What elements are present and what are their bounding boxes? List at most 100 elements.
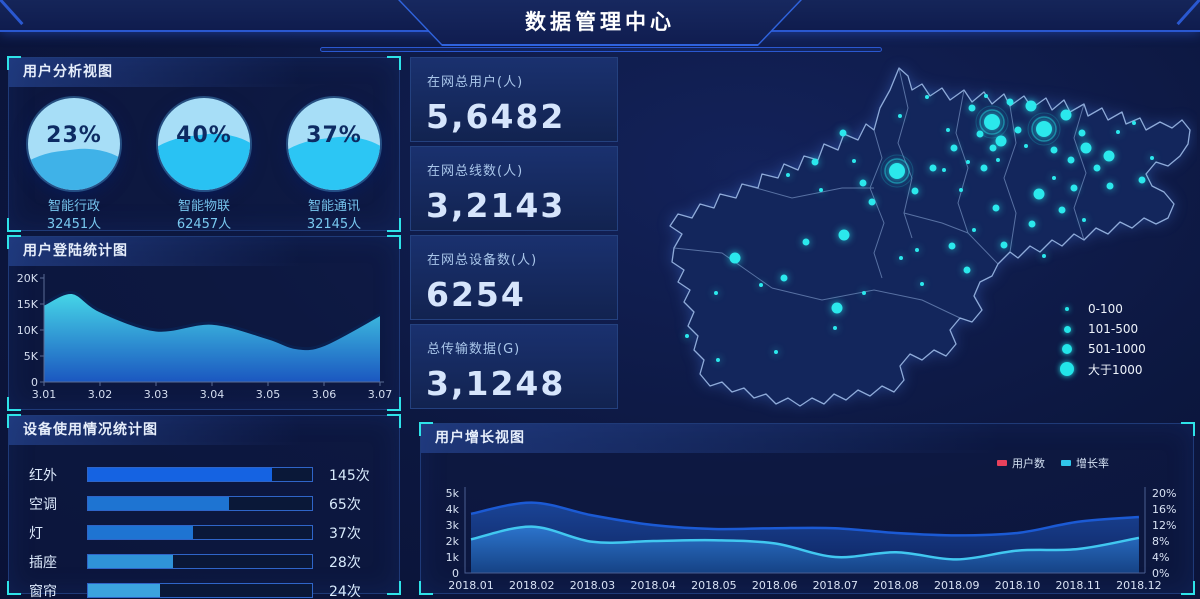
- left-tick-label: 2k: [446, 535, 460, 548]
- map-dot: [868, 198, 876, 206]
- bar-track: [87, 496, 313, 511]
- bar-fill: [88, 468, 272, 481]
- bar-label: 插座: [29, 554, 57, 571]
- bar-row: 空调 65次: [29, 489, 379, 518]
- map-dot: [968, 104, 976, 112]
- stat-card-value: 6254: [426, 275, 526, 314]
- right-tick-label: 12%: [1152, 519, 1176, 532]
- left-tick-label: 1k: [446, 551, 460, 564]
- map-dot: [948, 242, 956, 250]
- bar-track: [87, 467, 313, 482]
- map-dots: [685, 94, 1154, 362]
- y-tick-label: 15K: [17, 298, 39, 311]
- gauge-name: 智能行政: [47, 199, 100, 214]
- bar-fill: [88, 584, 160, 597]
- panel-user-growth: 用户增长视图 用户数 增长率 0 1k 2k 3k 4k 5k 0% 4% 8% 12% 16% 20%…: [419, 422, 1195, 595]
- gauge-count: 32145人: [306, 216, 362, 232]
- corner-accent: [7, 218, 21, 232]
- map-dot: [1024, 144, 1028, 148]
- x-tick-label: 2018.06: [752, 579, 798, 592]
- bar-fill: [88, 526, 194, 539]
- right-tick-label: 4%: [1152, 551, 1169, 564]
- liquid-gauge: 23% 智能行政 32451人: [14, 98, 134, 233]
- map-dot: [929, 164, 937, 172]
- bar-value: 65次: [329, 496, 361, 513]
- bar-row: 插座 28次: [29, 547, 379, 576]
- x-tick-label: 2018.02: [509, 579, 554, 592]
- map-dot: [1058, 206, 1066, 214]
- map-dot: [915, 248, 919, 252]
- map-dot: [780, 274, 788, 282]
- corner-accent: [387, 235, 401, 249]
- map-dot: [802, 238, 810, 246]
- map-legend-dot: [1063, 325, 1071, 333]
- stat-card: 在网总用户(人) 5,6482: [410, 57, 618, 142]
- map-dot-ring: [975, 105, 1009, 139]
- map-dot: [984, 94, 988, 98]
- stat-card-label: 在网总用户(人): [427, 75, 524, 90]
- bar-row: 灯 37次: [29, 518, 379, 547]
- corner-accent: [419, 422, 433, 436]
- map-dot: [972, 228, 976, 232]
- map-dot: [759, 283, 763, 287]
- map-dot-ring: [979, 109, 1005, 135]
- bar-label: 灯: [29, 525, 43, 542]
- map-dot: [1106, 182, 1114, 190]
- map-dot: [1042, 254, 1046, 258]
- x-tick-label: 3.06: [312, 388, 337, 401]
- gauge-percent: 23%: [46, 123, 102, 148]
- map-dot: [950, 144, 958, 152]
- x-tick-label: 2018.08: [873, 579, 919, 592]
- x-tick-label: 3.02: [88, 388, 113, 401]
- panel-title-login-stats: 用户登陆统计图: [9, 237, 399, 266]
- left-tick-label: 3k: [446, 519, 460, 532]
- header-divider: [320, 47, 882, 52]
- x-tick-label: 3.03: [144, 388, 169, 401]
- map-dot: [1014, 126, 1022, 134]
- gauge-count: 62457人: [176, 216, 232, 232]
- corner-accent: [387, 581, 401, 595]
- bar-value: 28次: [329, 554, 361, 571]
- map-inner-borders: [673, 67, 1087, 319]
- x-tick-label: 2018.03: [570, 579, 616, 592]
- liquid-gauge: 40% 智能物联 62457人: [144, 98, 264, 233]
- map-dot: [1036, 121, 1052, 137]
- map-dot: [1006, 98, 1014, 106]
- map-dot: [862, 291, 866, 295]
- map-dot: [716, 358, 720, 362]
- legend-label: 增长率: [1076, 457, 1109, 470]
- map-dot: [984, 114, 1000, 130]
- map-dot: [685, 334, 689, 338]
- gauge-label: 智能物联 62457人: [144, 198, 264, 233]
- map-dot: [995, 135, 1007, 147]
- map-dot: [1052, 176, 1056, 180]
- map-dot: [911, 187, 919, 195]
- bar-fill: [88, 555, 174, 568]
- map-legend-dot-box: [1058, 362, 1076, 376]
- map-dot: [1078, 129, 1086, 137]
- corner-accent: [387, 414, 401, 428]
- map-dot: [1067, 156, 1075, 164]
- stat-card: 总传输数据(G) 3,1248: [410, 324, 618, 409]
- gauge-circle: 37%: [288, 98, 380, 190]
- bar-row: 窗帘 24次: [29, 576, 379, 599]
- gauge-name: 智能通讯: [307, 199, 360, 214]
- map-dot: [1103, 150, 1115, 162]
- legend-label: 用户数: [1012, 457, 1045, 470]
- gauge-label: 智能行政 32451人: [14, 198, 134, 233]
- map-dot: [831, 302, 843, 314]
- bar-track: [87, 525, 313, 540]
- y-tick-label: 0: [31, 376, 38, 389]
- map-legend-item: 101-500: [1058, 319, 1146, 339]
- map-legend-dot: [1065, 307, 1069, 311]
- map-legend-item: 0-100: [1058, 299, 1146, 319]
- right-tick-label: 20%: [1152, 487, 1176, 500]
- panel-device-usage: 设备使用情况统计图 红外 145次 空调 65次灯 37次 插座 28次 窗帘 24次: [7, 414, 401, 599]
- x-tick-label: 3.04: [200, 388, 225, 401]
- stat-card-value: 5,6482: [426, 97, 566, 136]
- stat-card-value: 3,2143: [426, 186, 566, 225]
- map-dot: [1150, 156, 1154, 160]
- gauge-circle: 23%: [28, 98, 120, 190]
- map-dot: [819, 188, 823, 192]
- bar-value: 37次: [329, 525, 361, 542]
